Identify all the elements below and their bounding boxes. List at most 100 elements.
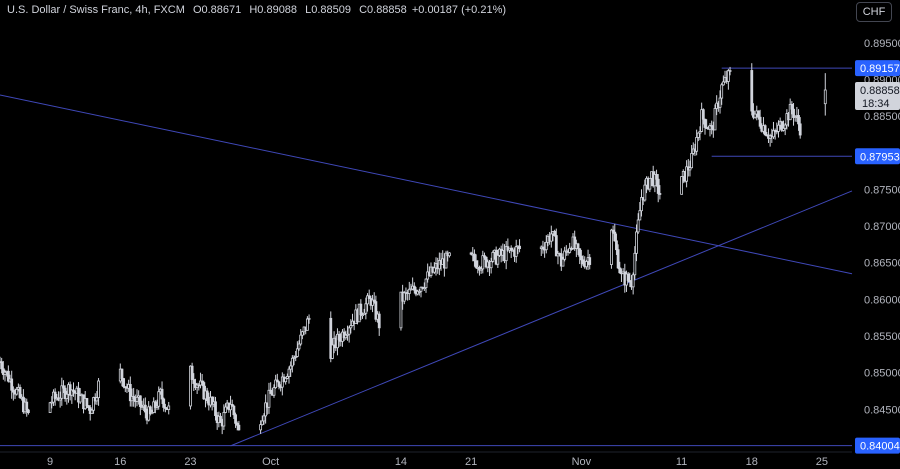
candle — [753, 113, 757, 119]
candle — [444, 250, 448, 269]
candle-body — [688, 167, 692, 171]
candle-body — [95, 397, 99, 402]
candle — [569, 246, 573, 251]
candle-body — [25, 401, 29, 411]
candle-body — [155, 405, 159, 408]
candle — [235, 421, 239, 431]
candle-body — [377, 313, 381, 329]
candle — [658, 185, 662, 200]
candle-body — [720, 84, 724, 99]
candle — [364, 297, 368, 320]
candle-body — [708, 125, 712, 130]
candle — [197, 382, 201, 391]
candle — [128, 376, 132, 407]
candle — [721, 75, 725, 86]
candle — [422, 282, 426, 291]
candle — [728, 66, 732, 76]
symbol-title[interactable]: U.S. Dollar / Swiss Franc, 4h, FXCM — [7, 4, 185, 16]
current-price-tag-bg — [855, 81, 900, 110]
candle-body — [307, 317, 311, 320]
candle-body — [509, 247, 513, 251]
candle — [287, 366, 291, 384]
candle-body — [269, 389, 273, 394]
candle-body — [417, 290, 421, 293]
candle — [504, 241, 508, 270]
candle-body — [563, 250, 567, 260]
candle — [300, 330, 304, 340]
candle — [618, 261, 622, 274]
candle — [150, 409, 154, 415]
candle — [25, 398, 29, 417]
candle-body — [200, 380, 204, 383]
candle — [496, 249, 500, 268]
x-axis-tick-label: Nov — [572, 456, 592, 468]
low-value: 0.88509 — [311, 4, 351, 16]
candle — [267, 382, 271, 414]
candle — [140, 400, 144, 410]
candle — [628, 272, 632, 287]
candle — [346, 325, 349, 341]
candle — [344, 330, 348, 340]
candle-body — [635, 231, 638, 254]
candle-body — [214, 401, 217, 416]
candle — [750, 63, 754, 116]
candle-body — [230, 403, 234, 407]
candle-body — [205, 390, 209, 402]
candle-body — [658, 193, 662, 195]
y-axis-tick-label: 0.85500 — [864, 331, 900, 343]
candle — [48, 401, 52, 414]
candle-body — [573, 236, 577, 249]
candle-body — [424, 278, 428, 288]
candle-body — [797, 115, 800, 125]
candle-body — [267, 389, 271, 408]
candle-body — [648, 177, 652, 190]
candle — [473, 249, 476, 267]
candle — [362, 308, 366, 316]
candle-body — [122, 378, 126, 388]
candle — [469, 251, 473, 256]
candle — [280, 372, 284, 396]
candle-body — [153, 401, 157, 408]
candle-body — [362, 312, 366, 316]
candle-body — [615, 240, 618, 251]
candle — [347, 325, 351, 343]
candle-body — [474, 260, 478, 268]
candle — [611, 225, 615, 234]
candle — [409, 283, 413, 291]
candle-body — [18, 386, 22, 398]
candle — [295, 341, 299, 358]
candle — [6, 365, 10, 383]
candle — [192, 373, 196, 391]
candle-body — [823, 89, 827, 105]
candle-body — [700, 109, 704, 132]
candles-group — [0, 63, 827, 435]
candle — [366, 293, 369, 312]
currency-badge[interactable]: CHF — [856, 2, 892, 22]
candle — [232, 404, 236, 419]
candle — [222, 404, 226, 430]
candle-body — [337, 333, 341, 341]
candle — [87, 405, 90, 411]
candle — [772, 121, 775, 139]
current-price-label: 0.88858 — [860, 85, 900, 97]
high-value: 0.89088 — [257, 4, 298, 16]
candle — [402, 290, 406, 305]
candle — [823, 73, 827, 116]
candle — [798, 117, 802, 139]
candle — [635, 224, 638, 262]
candle — [698, 126, 702, 141]
candle — [780, 120, 784, 132]
candle-body — [90, 409, 94, 415]
candle — [610, 228, 613, 269]
candle — [272, 384, 276, 398]
candle-body — [783, 124, 787, 129]
candle-body — [305, 318, 309, 331]
high-label: H — [249, 4, 258, 16]
candle-body — [366, 295, 369, 305]
candle-body — [349, 325, 353, 329]
candle-body — [48, 402, 52, 413]
candle — [563, 246, 567, 262]
candle — [199, 372, 202, 389]
